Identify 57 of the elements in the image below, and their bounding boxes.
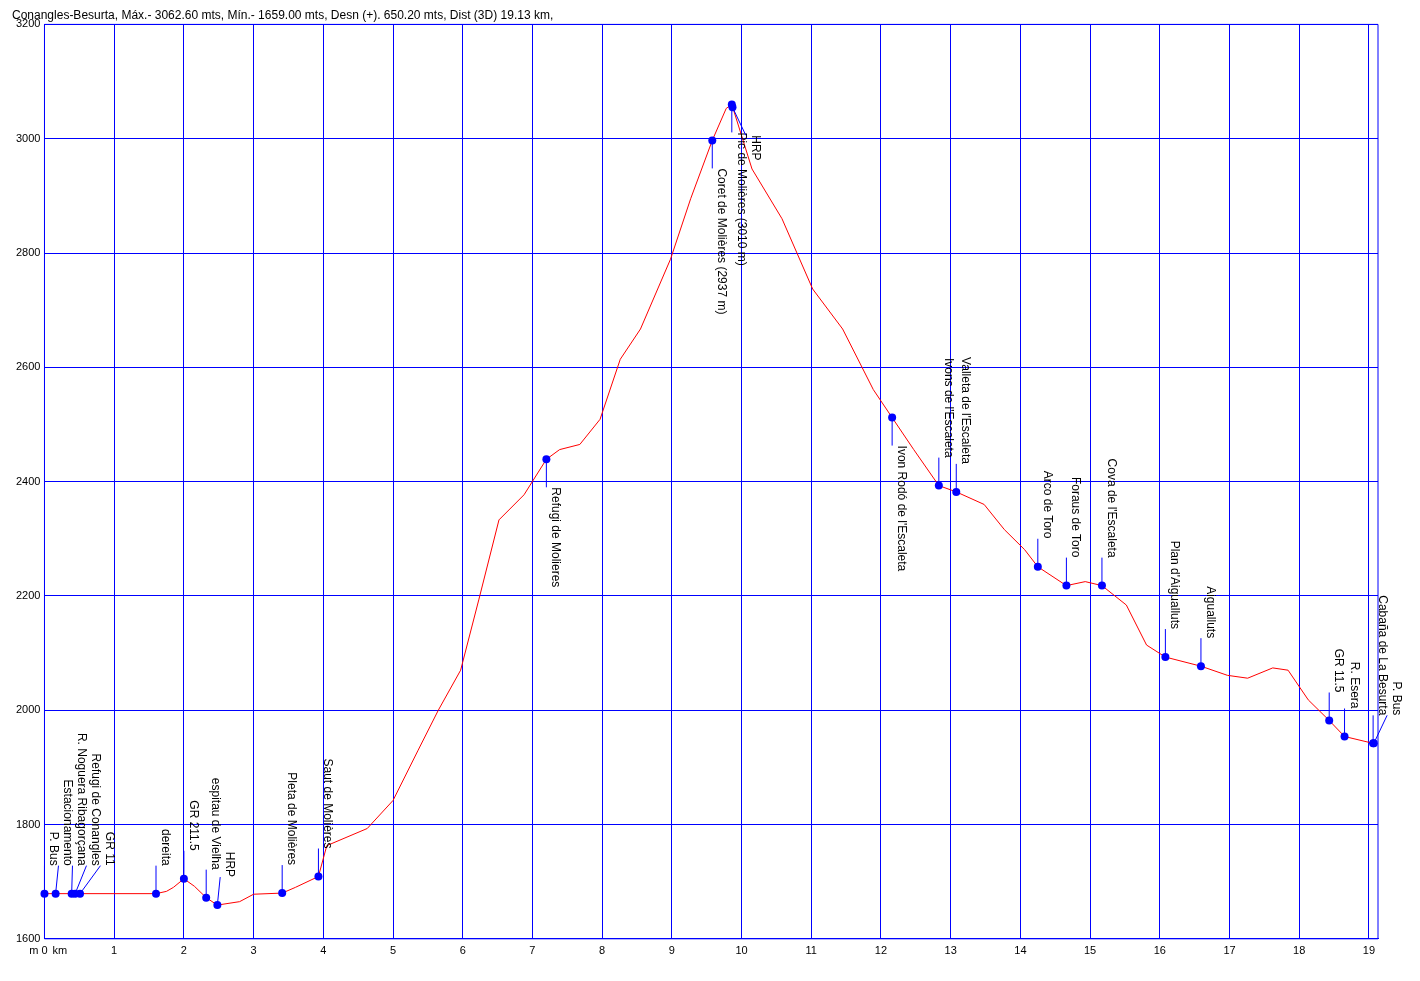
annotation: Foraus de Toro	[1069, 476, 1084, 558]
x-tick-label: 7	[529, 944, 536, 957]
annotation: R. Noguera Ribagorçana	[75, 732, 90, 866]
x-tick-label: 14	[1014, 944, 1027, 957]
x-tick-label: 0	[41, 944, 48, 957]
x-tick-label: 11	[805, 944, 817, 957]
annotation: Pic de Molières (3010 m)	[734, 132, 749, 266]
x-tick-label: 19	[1362, 944, 1376, 957]
x-tick-label: 15	[1083, 944, 1097, 957]
annotation: Plan d'Aigualluts	[1168, 540, 1183, 630]
annotation: Coret de Molières (2937 m)	[715, 168, 730, 315]
y-tick-label: 2000	[15, 703, 41, 716]
y-tick-label: 2600	[15, 360, 41, 373]
annotation: Arco de Toro	[1040, 470, 1055, 539]
annotation: Estacionamento	[61, 779, 76, 866]
annotation: HRP	[223, 851, 238, 878]
y-tick-label: 3000	[15, 131, 41, 144]
annotation: GR 211.5	[186, 800, 201, 852]
annotation: Saut de Molières	[321, 758, 336, 849]
annotation: P. Bus	[1390, 681, 1405, 716]
x-tick-label: 17	[1223, 944, 1236, 957]
annotation: R. Esera	[1347, 661, 1362, 709]
x-tick-label: 4	[320, 944, 327, 957]
annotation: GR 11	[103, 831, 118, 866]
annotation: espitau de Vielha	[209, 777, 224, 870]
x-tick-label: 12	[874, 944, 888, 957]
y-tick-label: 1600	[15, 931, 41, 944]
annotation: GR 11.5	[1332, 648, 1347, 693]
annotation: Cova de l'Escaleta	[1104, 458, 1119, 558]
annotation: P. Bus	[47, 831, 62, 866]
x-tick-label: 9	[668, 944, 675, 957]
x-tick-label: 2	[180, 944, 187, 957]
annotation: Valleta de l'Escaleta	[959, 357, 974, 465]
x-tick-label: 18	[1293, 944, 1306, 957]
x-tick-label: 8	[599, 944, 606, 957]
annotation: Refugi de Molieres	[549, 487, 564, 588]
x-tick-label: 1	[111, 944, 118, 957]
annotation: Cabaña de La Besurta	[1376, 595, 1391, 716]
x-axis-title: km	[52, 944, 68, 957]
x-tick-label: 13	[944, 944, 957, 957]
x-tick-label: 3	[250, 944, 257, 957]
annotation: Refugi de Conangles	[89, 753, 104, 866]
x-tick-label: 5	[389, 944, 397, 957]
annotation: HRP	[748, 135, 763, 161]
annotation: Aigualluts	[1203, 586, 1218, 639]
annotation: Pleta de Molières	[285, 772, 300, 866]
y-tick-label: 2400	[15, 474, 41, 487]
annotation: Ivons de l'Escaleta	[941, 357, 956, 458]
annotation: dereita	[159, 828, 173, 866]
x-tick-label: 10	[735, 944, 748, 957]
y-tick-label: 2200	[15, 588, 41, 601]
x-tick-label: 16	[1153, 944, 1166, 957]
annotation: Ivon Rodó de l'Escaleta	[895, 445, 910, 572]
y-axis-title: m	[29, 944, 39, 957]
y-tick-label: 2800	[15, 246, 41, 259]
x-tick-label: 6	[459, 944, 466, 957]
y-tick-label: 1800	[15, 817, 41, 830]
